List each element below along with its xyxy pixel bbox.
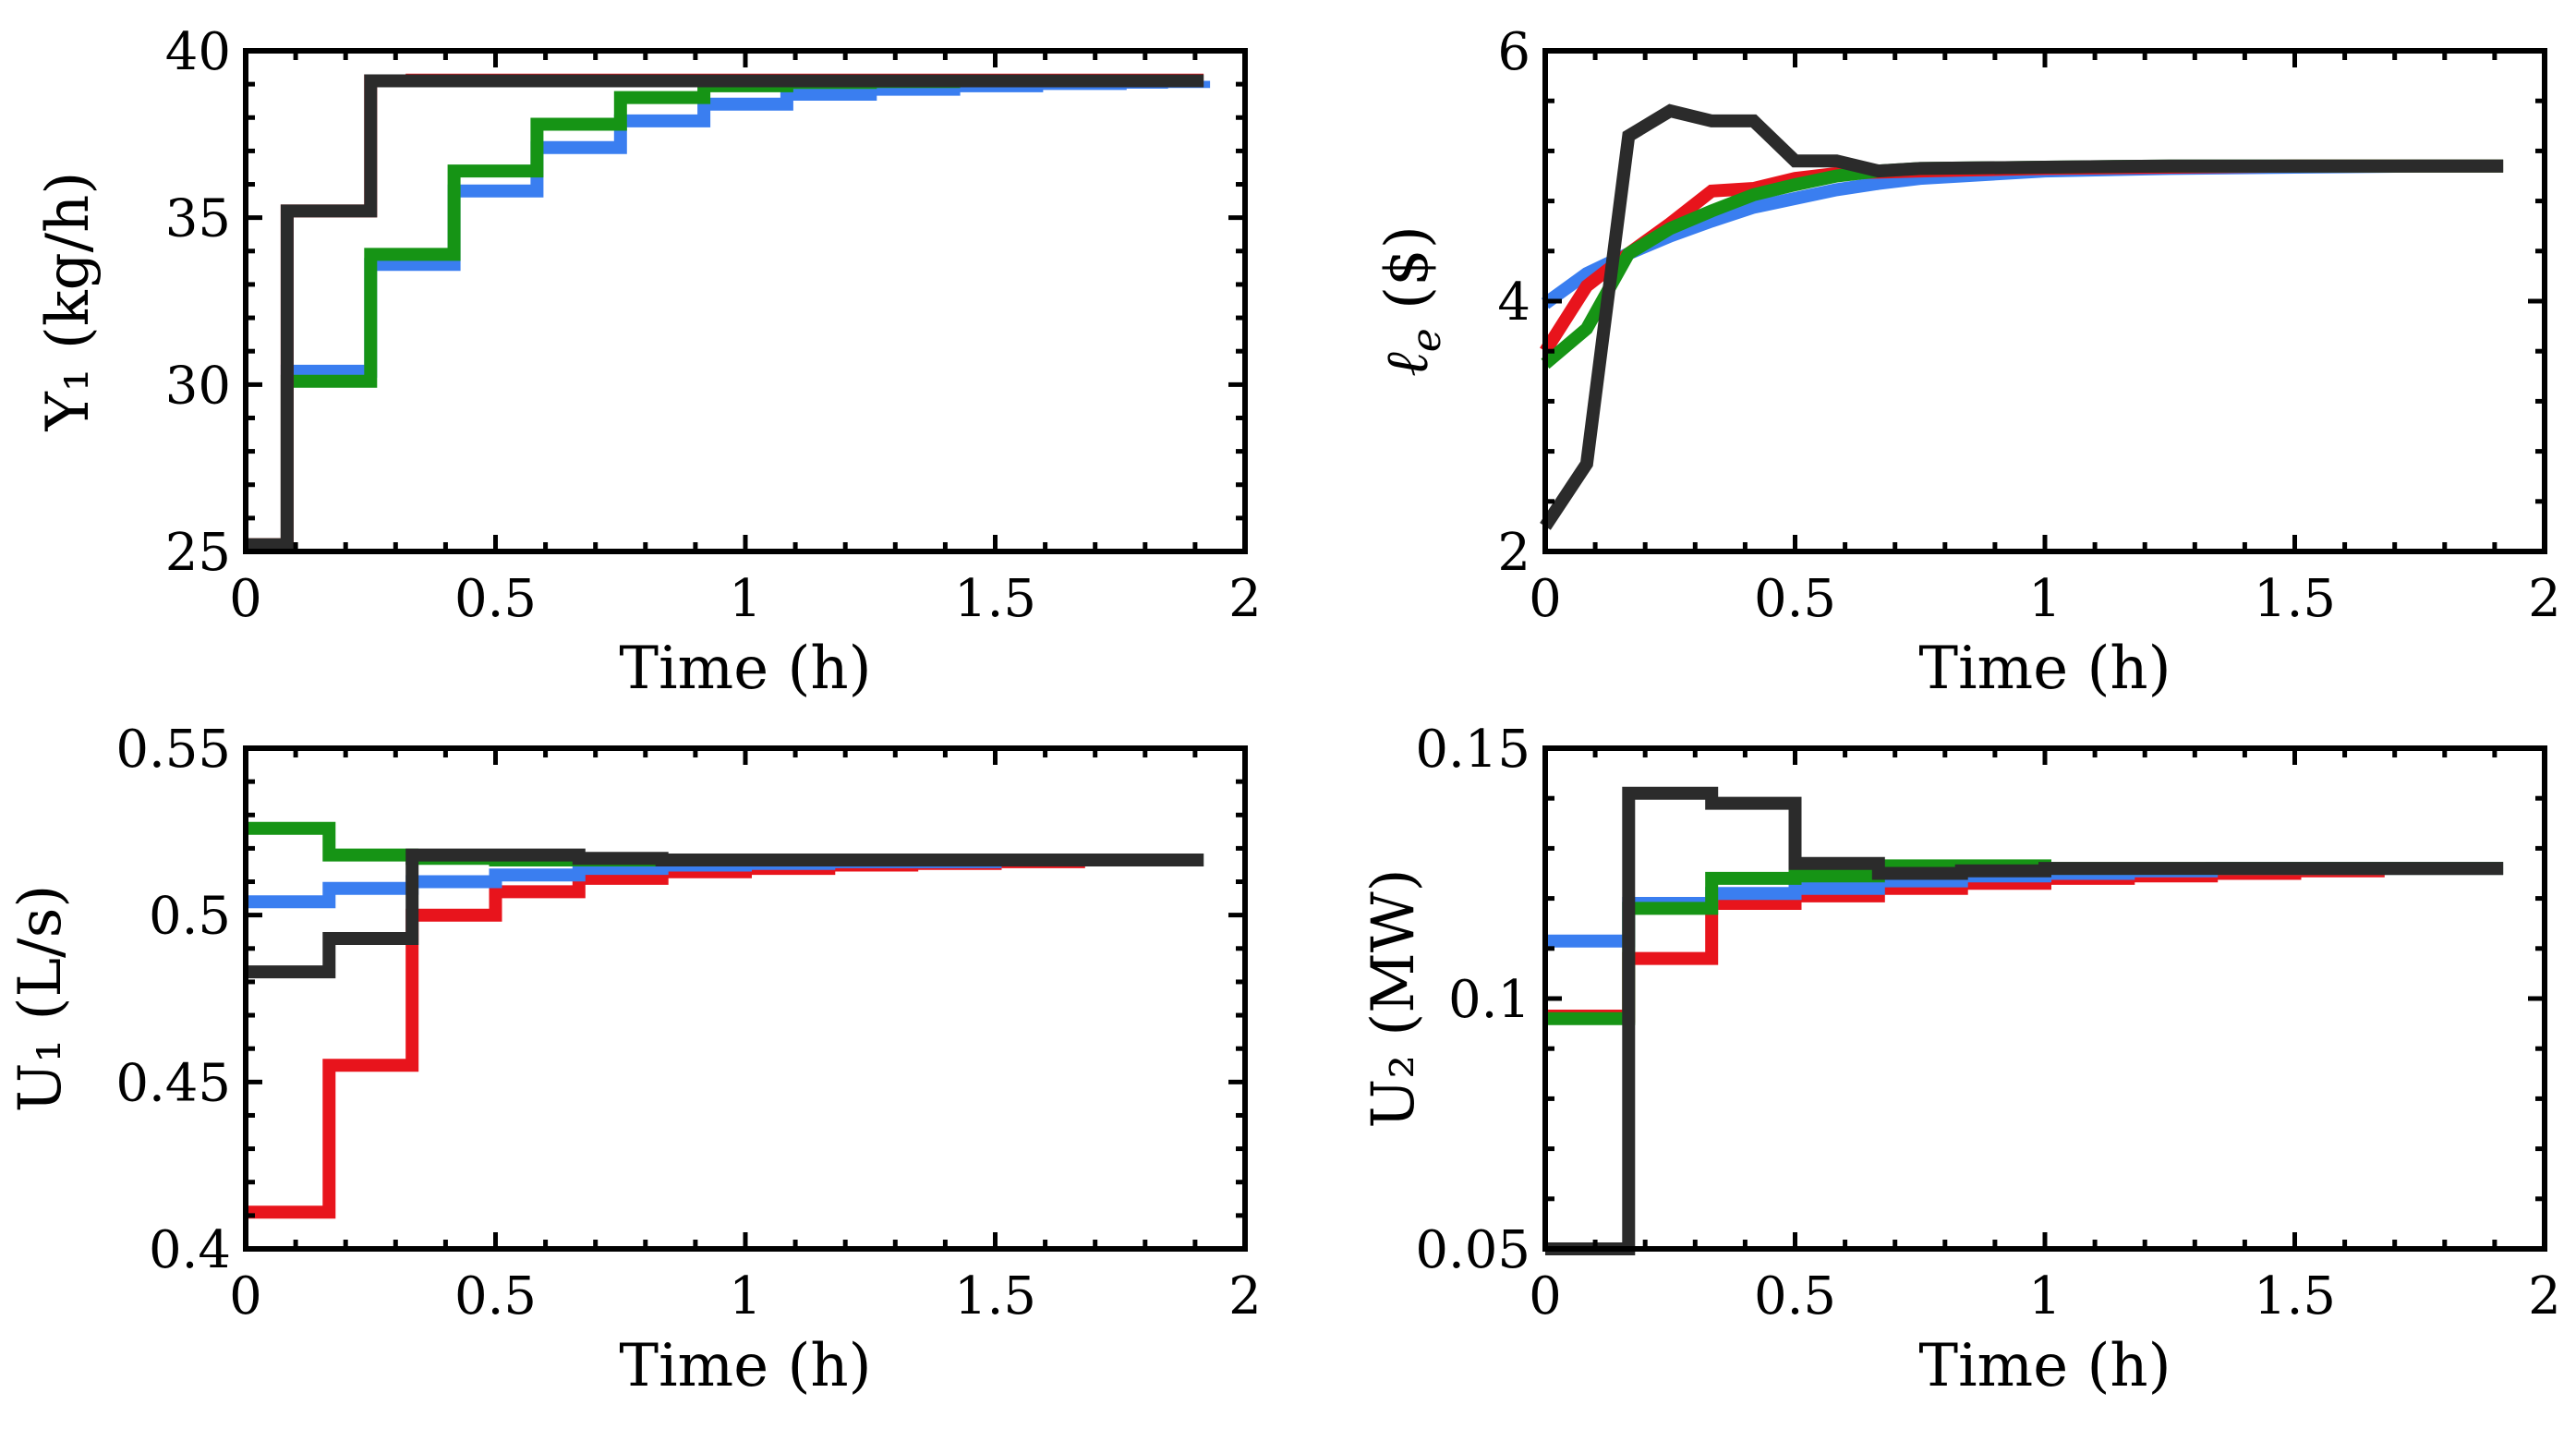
series-line-black xyxy=(1540,103,2504,530)
series-line-red xyxy=(246,854,1204,1219)
y-tick-label: 0.5 xyxy=(149,887,231,947)
series-line-black xyxy=(1545,786,2504,1255)
series-line-blue xyxy=(1541,159,2504,309)
x-tick-label: 2 xyxy=(2528,569,2561,629)
y-tick-label: 0.05 xyxy=(1415,1220,1530,1280)
x-tick-label: 1 xyxy=(729,569,762,629)
y-tick-label: 40 xyxy=(165,22,231,82)
x-axis-label: Time (h) xyxy=(1918,635,2171,703)
y-tick-label: 2 xyxy=(1497,523,1530,583)
x-tick-label: 2 xyxy=(1228,1266,1262,1326)
x-tick-label: 1 xyxy=(729,1266,762,1326)
series-line-black xyxy=(246,74,1204,551)
x-tick-label: 1 xyxy=(2028,1266,2062,1326)
series-line-green xyxy=(1541,159,2504,369)
panel-le: 0 0.5 1 1.5 2 2 4 6 Time (h) ℓe ($) xyxy=(1373,22,2561,703)
x-axis-label: Time (h) xyxy=(619,1332,871,1400)
series-line-black xyxy=(246,848,1204,979)
series-line-red xyxy=(246,73,1204,551)
x-tick-label: 1.5 xyxy=(954,1266,1036,1326)
x-tick-label: 2 xyxy=(1228,569,1262,629)
y-tick-label: 0.15 xyxy=(1415,720,1530,780)
y-tick-label: 35 xyxy=(165,189,231,249)
plot-frame xyxy=(1542,745,2547,1252)
x-tick-label: 2 xyxy=(2528,1266,2561,1326)
x-tick-label: 1.5 xyxy=(954,569,1036,629)
x-axis-label: Time (h) xyxy=(619,635,871,703)
series-line-green xyxy=(246,74,1204,551)
y-axis-label: U₁ (L/s) xyxy=(6,885,75,1113)
plot-frame xyxy=(243,745,1248,1252)
y-tick-label: 0.45 xyxy=(115,1053,231,1113)
x-axis-label: Time (h) xyxy=(1918,1332,2171,1400)
x-tick-label: 0.5 xyxy=(1754,569,1836,629)
y-tick-label: 30 xyxy=(165,356,231,416)
series-line-blue xyxy=(246,75,1211,551)
x-tick-label: 0 xyxy=(229,569,262,629)
x-tick-label: 0.5 xyxy=(454,569,537,629)
x-tick-label: 0 xyxy=(1529,569,1562,629)
x-tick-label: 1.5 xyxy=(2254,1266,2336,1326)
x-tick-label: 0 xyxy=(1529,1266,1562,1326)
y-axis-label: U₂ (MW) xyxy=(1360,868,1428,1128)
y-tick-label: 0.1 xyxy=(1448,970,1530,1030)
y-tick-label: 25 xyxy=(165,523,231,583)
plot-frame xyxy=(243,48,1248,554)
y-tick-label: 0.55 xyxy=(115,720,231,780)
x-tick-label: 0 xyxy=(229,1266,262,1326)
y-tick-label: 0.4 xyxy=(149,1220,231,1280)
x-tick-label: 0.5 xyxy=(1754,1266,1836,1326)
x-tick-label: 0.5 xyxy=(454,1266,537,1326)
plot-frame xyxy=(1542,48,2547,554)
y-axis-label: ℓe ($) xyxy=(1373,225,1450,377)
y-axis-label: Y₁ (kg/h) xyxy=(34,172,103,432)
x-tick-label: 1 xyxy=(2028,569,2062,629)
x-tick-label: 1.5 xyxy=(2254,569,2336,629)
y-tick-label: 6 xyxy=(1497,22,1530,82)
y-tick-label: 4 xyxy=(1497,272,1530,333)
panel-y1: 0 0.5 1 1.5 2 25 30 35 40 Time (h) Y₁ (kg/h) xyxy=(34,22,1262,703)
series-line-red xyxy=(1540,159,2504,355)
panel-u2: 0 0.5 1 1.5 2 0.05 0.1 0.15 Time (h) U₂ (MW) xyxy=(1360,720,2561,1400)
panel-u1: 0 0.5 1 1.5 2 0.4 0.45 0.5 0.55 Time (h) U₁ (L/s) xyxy=(6,720,1262,1400)
series-line-red xyxy=(1545,862,2504,1023)
